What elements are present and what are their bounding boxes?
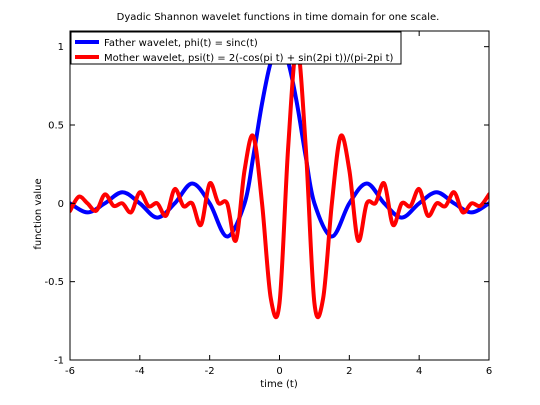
y-tick-label: 1	[58, 42, 64, 53]
legend-label-father: Father wavelet, phi(t) = sinc(t)	[104, 38, 258, 49]
y-tick-label: 0	[58, 199, 64, 210]
x-tick-label: -2	[205, 366, 215, 377]
x-tick-label: 4	[416, 366, 422, 377]
x-tick-label: 6	[486, 366, 492, 377]
x-tick-label: -4	[135, 366, 145, 377]
legend-label-mother: Mother wavelet, psi(t) = 2(-cos(pi t) + …	[104, 53, 394, 64]
legend-box	[70, 31, 402, 65]
x-tick-label: 0	[276, 366, 282, 377]
legend: Father wavelet, phi(t) = sinc(t) Mother …	[70, 31, 402, 65]
x-axis-title: time (t)	[260, 379, 298, 390]
y-axis-title: function value	[33, 178, 44, 249]
chart-title: Dyadic Shannon wavelet functions in time…	[117, 12, 440, 23]
y-tick-label: 0.5	[48, 121, 64, 132]
y-tick-label: -1	[54, 356, 64, 367]
y-tick-label: -0.5	[44, 277, 64, 288]
x-axis-ticks: -6 -4 -2 0 2 4 6	[65, 31, 492, 377]
series-line-mother-wavelet	[70, 44, 489, 320]
x-tick-label: 2	[346, 366, 352, 377]
x-tick-label: -6	[65, 366, 75, 377]
y-axis-ticks: -1 -0.5 0 0.5 1	[44, 42, 489, 367]
